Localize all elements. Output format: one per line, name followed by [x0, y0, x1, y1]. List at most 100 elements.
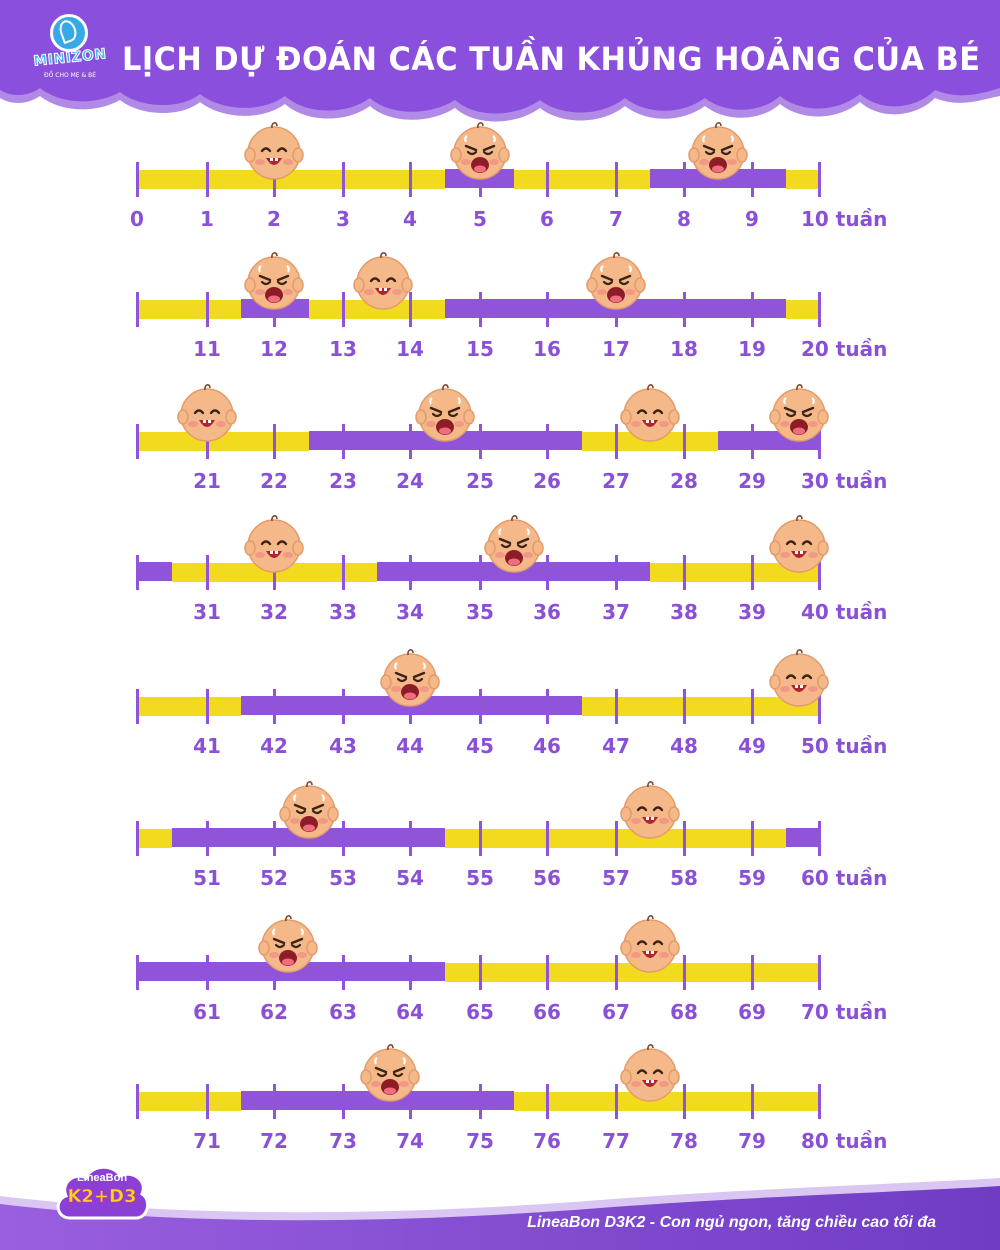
week-tick	[135, 292, 139, 327]
cloud-icon	[56, 1165, 150, 1220]
crisis-segment	[137, 562, 172, 581]
week-tick	[750, 424, 754, 459]
week-label: 29	[738, 469, 766, 493]
week-label: 3	[336, 207, 350, 231]
week-label: 48	[670, 734, 698, 758]
week-label: 47	[602, 734, 630, 758]
calm-segment	[137, 1092, 241, 1111]
brand-product: K2+D3	[67, 1186, 137, 1208]
week-tick	[682, 424, 686, 459]
week-label: 63	[329, 1000, 357, 1024]
week-tick	[750, 555, 754, 590]
week-label: 21	[193, 469, 221, 493]
calm-segment	[445, 963, 819, 982]
week-label: 11	[193, 337, 221, 361]
calm-segment	[513, 1092, 819, 1111]
timeline-row: 61 62 63 64 65 66 67 68 69 70 tuần	[0, 915, 1000, 1069]
week-tick	[545, 1084, 549, 1119]
week-tick	[478, 955, 482, 990]
week-tick	[817, 424, 821, 459]
week-tick	[614, 162, 618, 197]
footer-wave-background	[0, 1178, 1000, 1250]
week-label: 2	[267, 207, 281, 231]
week-tick	[750, 955, 754, 990]
week-tick	[478, 424, 482, 459]
crying-baby-face-icon	[256, 911, 320, 975]
week-label: 73	[329, 1129, 357, 1153]
crying-baby-face-icon	[686, 118, 750, 182]
week-label: 22	[260, 469, 288, 493]
happy-baby-face-icon	[618, 777, 682, 841]
week-tick	[341, 1084, 345, 1119]
week-tick	[750, 689, 754, 724]
week-label: 62	[260, 1000, 288, 1024]
week-tick	[408, 955, 412, 990]
week-label: 27	[602, 469, 630, 493]
week-label: 79	[738, 1129, 766, 1153]
week-tick	[341, 689, 345, 724]
week-tick	[682, 955, 686, 990]
crying-baby-face-icon	[448, 118, 512, 182]
week-tick	[135, 955, 139, 990]
week-tick	[341, 955, 345, 990]
crying-baby-face-icon	[378, 645, 442, 709]
week-label: 18	[670, 337, 698, 361]
happy-baby-face-icon	[618, 1040, 682, 1104]
week-label: 38	[670, 600, 698, 624]
week-tick	[205, 162, 209, 197]
week-label: 32	[260, 600, 288, 624]
header-banner: MINIZON ĐỒ CHO MẸ & BÉ LỊCH DỰ ĐOÁN CÁC …	[0, 0, 1000, 125]
happy-baby-face-icon	[767, 645, 831, 709]
happy-baby-face-icon	[618, 911, 682, 975]
calm-segment	[581, 697, 819, 716]
week-label: 80 tuần	[801, 1129, 888, 1153]
week-tick	[545, 555, 549, 590]
timeline-row: 51 52 53 54 55 56 57 58 59 60 tuần	[0, 781, 1000, 935]
week-tick	[205, 292, 209, 327]
week-tick	[408, 424, 412, 459]
week-label: 1	[200, 207, 214, 231]
week-label: 44	[396, 734, 424, 758]
week-tick	[682, 689, 686, 724]
week-tick	[614, 424, 618, 459]
week-tick	[408, 292, 412, 327]
week-tick	[682, 292, 686, 327]
week-tick	[135, 689, 139, 724]
week-label: 65	[466, 1000, 494, 1024]
week-tick	[750, 292, 754, 327]
happy-baby-face-icon	[242, 511, 306, 575]
calm-segment	[137, 432, 309, 451]
week-label: 30 tuần	[801, 469, 888, 493]
week-label: 20 tuần	[801, 337, 888, 361]
week-label: 77	[602, 1129, 630, 1153]
week-label: 28	[670, 469, 698, 493]
week-tick	[205, 1084, 209, 1119]
week-label: 72	[260, 1129, 288, 1153]
week-label: 36	[533, 600, 561, 624]
week-tick	[750, 162, 754, 197]
week-tick	[545, 689, 549, 724]
week-label: 33	[329, 600, 357, 624]
calm-segment	[513, 170, 650, 189]
week-label: 60 tuần	[801, 866, 888, 890]
week-tick	[341, 555, 345, 590]
week-tick	[272, 955, 276, 990]
week-label: 61	[193, 1000, 221, 1024]
week-label: 56	[533, 866, 561, 890]
calm-segment	[785, 170, 819, 189]
lineabon-logo: LineaBon K2+D3	[52, 1160, 152, 1224]
header-wave-background	[0, 0, 1000, 122]
week-label: 74	[396, 1129, 424, 1153]
week-tick	[545, 955, 549, 990]
happy-baby-face-icon	[175, 380, 239, 444]
week-label: 58	[670, 866, 698, 890]
timeline-row: 11 12 13 14 15 16 17 18 19 20 tuần	[0, 252, 1000, 406]
week-tick	[135, 555, 139, 590]
page-title: LỊCH DỰ ĐOÁN CÁC TUẦN KHỦNG HOẢNG CỦA BÉ	[122, 40, 981, 78]
week-label: 70 tuần	[801, 1000, 888, 1024]
crying-baby-face-icon	[482, 511, 546, 575]
week-label: 43	[329, 734, 357, 758]
week-tick	[205, 821, 209, 856]
week-tick	[750, 821, 754, 856]
week-label: 78	[670, 1129, 698, 1153]
